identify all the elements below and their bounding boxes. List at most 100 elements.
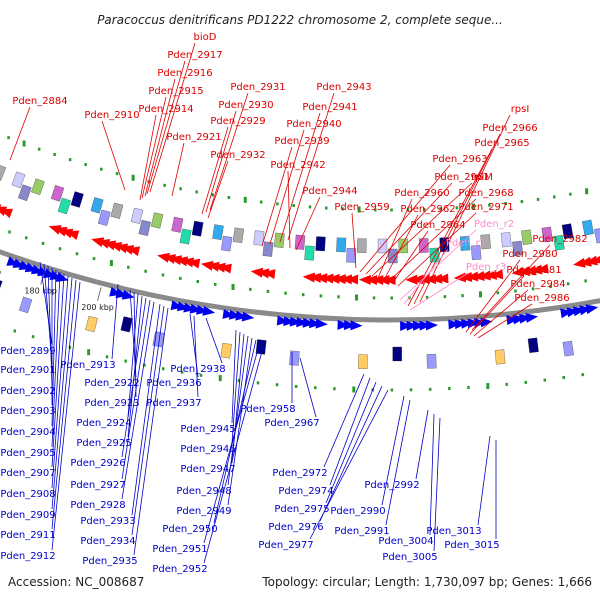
- gc-dot: [486, 383, 490, 390]
- gene-label-top[interactable]: Pden_2932: [210, 150, 265, 161]
- gene-label-top[interactable]: Pden_2980: [502, 249, 557, 260]
- gene-label-top[interactable]: Pden_2968: [458, 188, 513, 199]
- gene-label-bottom[interactable]: Pden_2991: [334, 526, 389, 537]
- gene-label-bottom[interactable]: Pden_2927: [70, 480, 125, 491]
- gene-label-top[interactable]: Pden_2914: [138, 104, 193, 115]
- gene-label-bottom[interactable]: Pden_2926: [70, 458, 125, 469]
- gene-label-bottom[interactable]: Pden_2975: [274, 504, 329, 515]
- gene-label-bottom[interactable]: Pden_2950: [162, 524, 217, 535]
- gc-dot: [199, 373, 203, 377]
- gene-label-bottom[interactable]: Pden_2947: [180, 464, 235, 475]
- gene-label-bottom[interactable]: Pden_2899: [0, 346, 55, 357]
- gene-label-top[interactable]: Pden_2984: [510, 279, 565, 290]
- gene-label-top[interactable]: Pden_2917: [167, 50, 222, 61]
- gene-label-top[interactable]: Pden_2943: [316, 82, 371, 93]
- gc-dot: [569, 192, 572, 196]
- gene-label-bottom[interactable]: Pden_3013: [426, 526, 481, 537]
- gene-label-bottom[interactable]: Pden_2905: [0, 448, 55, 459]
- gene-label-bottom[interactable]: Pden_2911: [0, 530, 55, 541]
- gene-label-bottom[interactable]: Pden_2974: [278, 486, 333, 497]
- gene-label-bottom[interactable]: Pden_2903: [0, 406, 55, 417]
- rna-label[interactable]: Pden_r3: [466, 262, 506, 273]
- gene-arrow: [579, 256, 592, 267]
- label-leader: [415, 409, 429, 480]
- gene-label-bottom[interactable]: Pden_2907: [0, 468, 55, 479]
- gene-label-bottom[interactable]: Pden_2922: [84, 378, 139, 389]
- gene-label-top[interactable]: Pden_2971: [458, 202, 513, 213]
- backbone-arc: [0, 249, 600, 323]
- gc-dot: [584, 279, 587, 283]
- gene-label-top[interactable]: Pden_2981: [506, 265, 561, 276]
- gene-label-top[interactable]: Pden_2884: [12, 96, 67, 107]
- gene-label-top[interactable]: Pden_2910: [84, 110, 139, 121]
- gene-label-top[interactable]: Pden_2939: [274, 136, 329, 147]
- gene-label-bottom[interactable]: Pden_2913: [60, 360, 115, 371]
- gene-label-bottom[interactable]: Pden_2952: [152, 564, 207, 575]
- gene-label-bottom[interactable]: Pden_2933: [80, 516, 135, 527]
- gene-label-bottom[interactable]: Pden_2937: [146, 398, 201, 409]
- gene-label-top[interactable]: Pden_2960: [394, 188, 449, 199]
- gene-label-bottom[interactable]: Pden_2928: [70, 500, 125, 511]
- gene-label-bottom[interactable]: Pden_2976: [268, 522, 323, 533]
- rna-label[interactable]: Pden_r1: [446, 238, 486, 249]
- gene-arrow: [302, 317, 315, 328]
- gene-label-bottom[interactable]: Pden_2908: [0, 489, 55, 500]
- gene-label-top[interactable]: rplM: [471, 172, 493, 183]
- gene-label-bottom[interactable]: Pden_2992: [364, 480, 419, 491]
- gene-label-bottom[interactable]: Pden_2923: [84, 398, 139, 409]
- gene-label-bottom[interactable]: Pden_2949: [176, 506, 231, 517]
- gene-label-bottom[interactable]: Pden_2934: [80, 536, 135, 547]
- gene-label-top[interactable]: rpsI: [511, 104, 530, 115]
- gc-dot: [549, 284, 552, 288]
- gene-label-bottom[interactable]: Pden_2909: [0, 510, 55, 521]
- gene-label-top[interactable]: Pden_2965: [474, 138, 529, 149]
- gene-label-bottom[interactable]: Pden_2967: [264, 418, 319, 429]
- gene-label-bottom[interactable]: Pden_2935: [82, 556, 137, 567]
- gene-label-bottom[interactable]: Pden_2912: [0, 551, 55, 562]
- gene-label-bottom[interactable]: Pden_2977: [258, 540, 313, 551]
- gene-label-top[interactable]: Pden_2944: [302, 186, 357, 197]
- gene-label-bottom[interactable]: Pden_3015: [444, 540, 499, 551]
- gene-label-bottom[interactable]: Pden_2936: [146, 378, 201, 389]
- gene-label-top[interactable]: Pden_2962: [400, 204, 455, 215]
- gene-label-bottom[interactable]: Pden_2958: [240, 404, 295, 415]
- gene-label-bottom[interactable]: Pden_2924: [76, 418, 131, 429]
- gene-label-bottom[interactable]: Pden_2946: [180, 444, 235, 455]
- gc-dot: [243, 196, 247, 203]
- gene-label-top[interactable]: Pden_2963: [432, 154, 487, 165]
- gene-feature: [274, 232, 285, 248]
- gene-label-bottom[interactable]: Pden_3004: [378, 536, 433, 547]
- gene-label-bottom[interactable]: Pden_2948: [176, 486, 231, 497]
- gene-label-bottom[interactable]: Pden_2972: [272, 468, 327, 479]
- gene-label-top[interactable]: Pden_2964: [410, 220, 465, 231]
- rna-label[interactable]: Pden_r2: [474, 219, 514, 230]
- gc-dot: [504, 202, 507, 206]
- gene-label-top[interactable]: Pden_2959: [334, 202, 389, 213]
- gene-label-bottom[interactable]: Pden_3005: [382, 552, 437, 563]
- gene-label-top[interactable]: Pden_2916: [157, 68, 212, 79]
- gene-label-bottom[interactable]: Pden_2901: [0, 365, 55, 376]
- gene-label-top[interactable]: Pden_2915: [148, 86, 203, 97]
- gene-label-top[interactable]: Pden_2921: [166, 132, 221, 143]
- gene-label-top[interactable]: Pden_2941: [302, 102, 357, 113]
- gc-dot: [31, 335, 35, 339]
- gene-label-top[interactable]: Pden_2961: [434, 172, 489, 183]
- gene-label-bottom[interactable]: Pden_2902: [0, 386, 55, 397]
- gene-label-top[interactable]: Pden_2940: [286, 119, 341, 130]
- gene-label-bottom[interactable]: Pden_2938: [170, 364, 225, 375]
- gene-label-top[interactable]: bioD: [194, 32, 217, 43]
- gene-label-bottom[interactable]: Pden_2990: [330, 506, 385, 517]
- gene-label-top[interactable]: Pden_2929: [210, 116, 265, 127]
- gene-label-top[interactable]: Pden_2942: [270, 160, 325, 171]
- gene-label-bottom[interactable]: Pden_2945: [180, 424, 235, 435]
- gene-label-top[interactable]: Pden_2930: [218, 100, 273, 111]
- gene-label-bottom[interactable]: Pden_2951: [152, 544, 207, 555]
- gc-dot: [325, 206, 328, 210]
- gene-label-top[interactable]: Pden_2982: [532, 234, 587, 245]
- label-leader: [383, 214, 419, 281]
- gene-label-bottom[interactable]: Pden_2925: [76, 438, 131, 449]
- gene-label-top[interactable]: Pden_2931: [230, 82, 285, 93]
- gene-label-bottom[interactable]: Pden_2904: [0, 427, 55, 438]
- gene-label-top[interactable]: Pden_2986: [514, 293, 569, 304]
- gene-label-top[interactable]: Pden_2966: [482, 123, 537, 134]
